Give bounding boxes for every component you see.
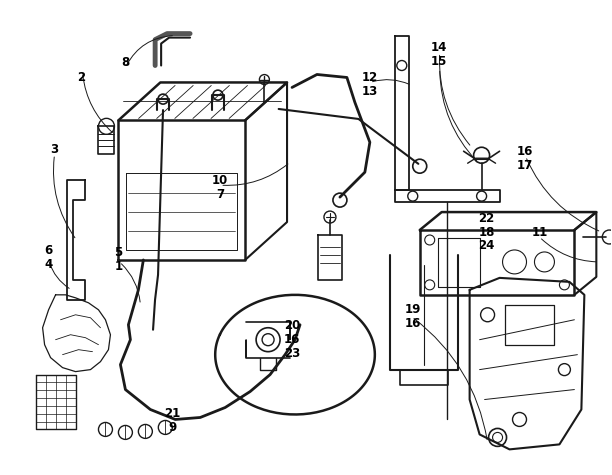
Text: 6: 6 (45, 245, 53, 257)
Text: 3: 3 (51, 143, 59, 156)
Text: 5: 5 (114, 247, 122, 259)
Text: 16: 16 (517, 145, 532, 158)
Text: 21: 21 (164, 407, 181, 420)
Text: 1: 1 (114, 260, 122, 274)
Text: 10: 10 (212, 174, 228, 187)
Text: 7: 7 (216, 188, 224, 200)
Text: 19: 19 (405, 304, 421, 316)
Text: 9: 9 (168, 421, 176, 434)
Text: 22: 22 (479, 211, 494, 225)
Text: 12: 12 (362, 71, 378, 84)
Text: 16: 16 (284, 333, 300, 346)
Text: 13: 13 (362, 85, 378, 98)
Text: 23: 23 (284, 347, 300, 360)
Text: 11: 11 (531, 226, 548, 238)
Text: 4: 4 (45, 258, 53, 271)
Text: 15: 15 (430, 55, 447, 68)
Text: 20: 20 (284, 319, 300, 332)
Text: 16: 16 (405, 317, 421, 330)
Text: 24: 24 (479, 239, 494, 253)
Text: 18: 18 (479, 226, 494, 238)
Text: 2: 2 (78, 71, 86, 84)
Text: 14: 14 (430, 41, 447, 54)
Text: 17: 17 (517, 159, 532, 171)
Text: 8: 8 (121, 56, 130, 69)
